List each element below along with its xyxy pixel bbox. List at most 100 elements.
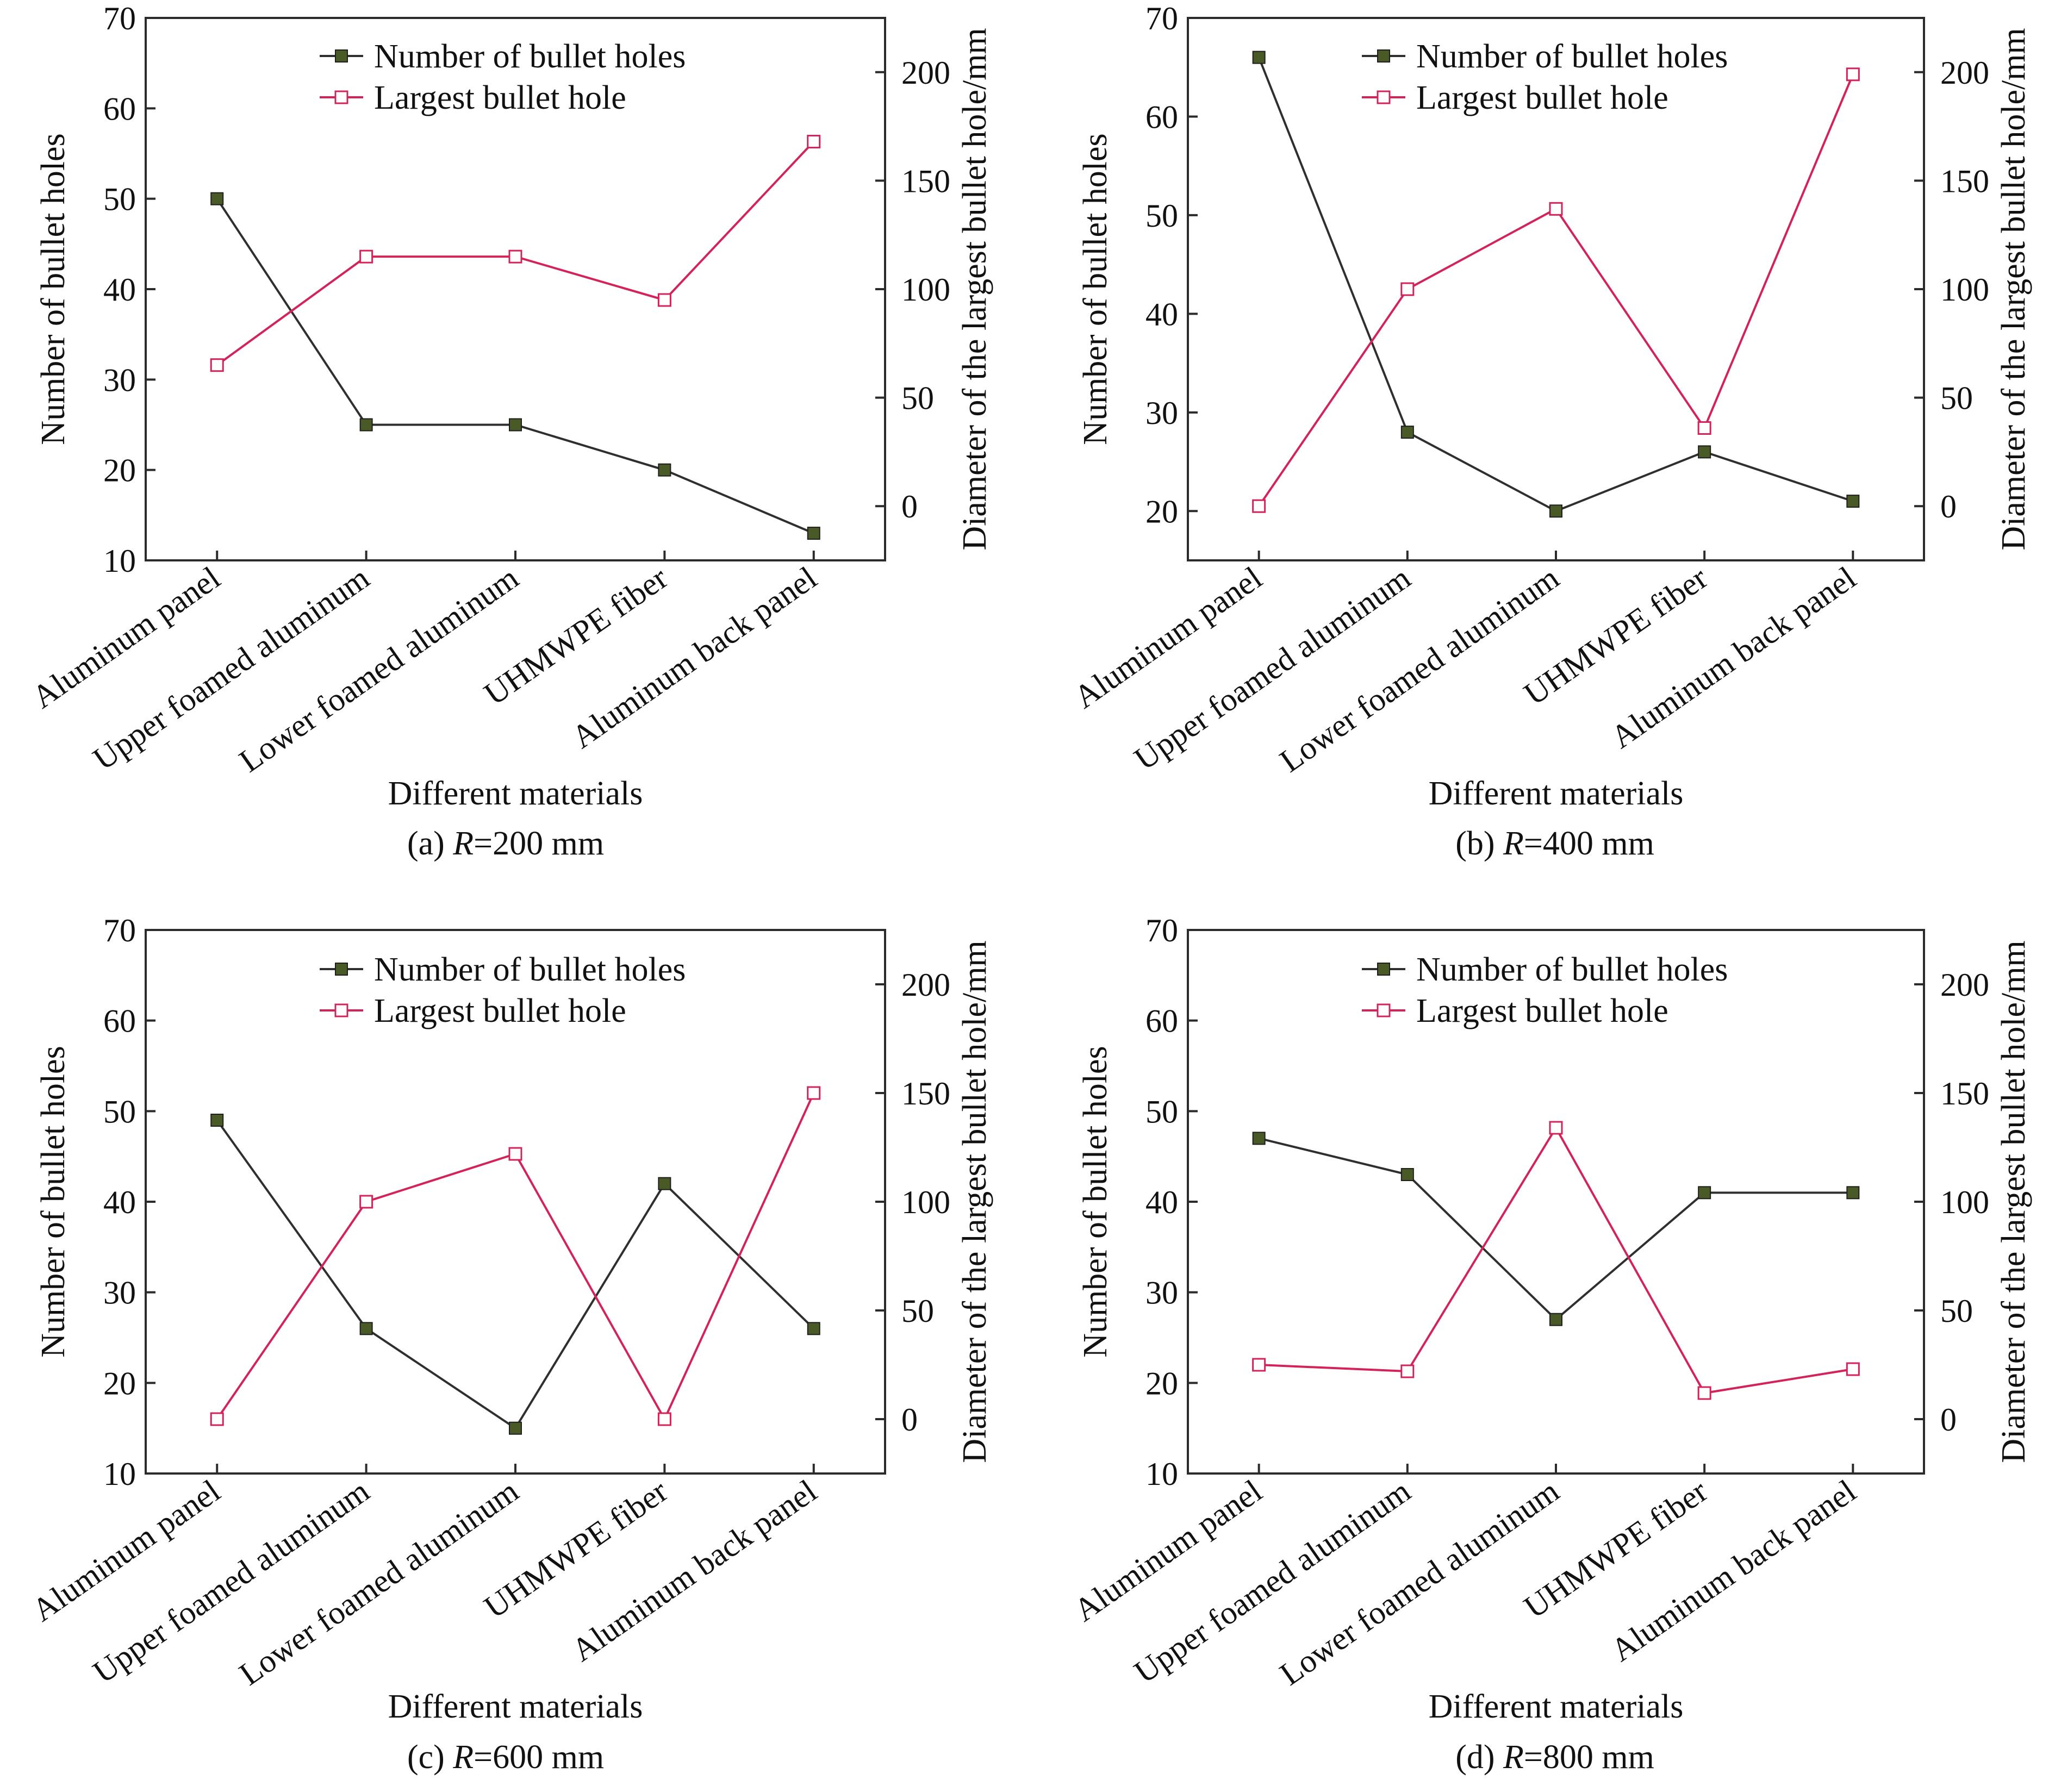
data-point-number-of-bullet-holes <box>509 1421 522 1435</box>
caption-variable: R <box>1503 825 1524 862</box>
right-tick-label: 50 <box>901 1293 934 1329</box>
caption-suffix: =600 mm <box>474 1739 604 1776</box>
right-tick-label: 200 <box>1940 55 1989 91</box>
legend-marker-largest-bullet-hole <box>334 90 348 104</box>
data-point-largest-bullet-hole <box>657 1412 671 1426</box>
right-tick-label: 100 <box>1940 1184 1989 1220</box>
data-point-number-of-bullet-holes <box>1252 1132 1266 1145</box>
right-tick-label: 150 <box>1940 1076 1989 1112</box>
left-tick-label: 60 <box>103 1003 136 1039</box>
legend-marker-number-of-bullet-holes <box>1377 49 1390 63</box>
data-point-number-of-bullet-holes <box>807 527 820 540</box>
legend-label-number-of-bullet-holes: Number of bullet holes <box>374 38 686 75</box>
right-tick-label: 200 <box>901 55 950 91</box>
data-point-largest-bullet-hole <box>807 1086 821 1100</box>
data-point-largest-bullet-hole <box>210 1412 224 1426</box>
data-point-largest-bullet-hole <box>359 1195 373 1209</box>
right-tick-label: 100 <box>1940 272 1989 308</box>
left-tick-label: 40 <box>103 1184 136 1220</box>
data-point-number-of-bullet-holes <box>1400 426 1414 439</box>
right-axis-title: Diameter of the largest bullet hole/mm <box>1995 28 2032 550</box>
panel-caption: (b) R=400 mm <box>1455 825 1654 862</box>
right-tick-label: 100 <box>901 1184 950 1220</box>
right-tick-label: 0 <box>1940 1402 1957 1438</box>
data-point-largest-bullet-hole <box>1846 67 1860 82</box>
left-tick-label: 50 <box>103 1094 136 1129</box>
left-tick-label: 70 <box>1145 913 1178 948</box>
x-category-label: Lower foamed aluminum <box>1273 1473 1565 1693</box>
data-point-largest-bullet-hole <box>1549 202 1563 216</box>
data-point-largest-bullet-hole <box>359 249 373 264</box>
data-point-largest-bullet-hole <box>508 249 522 264</box>
legend: Number of bullet holes Largest bullet hol… <box>320 951 686 1029</box>
data-point-largest-bullet-hole <box>1400 1364 1415 1378</box>
series-line-number-of-bullet-holes <box>216 198 814 534</box>
left-axis-title: Number of bullet holes <box>1077 133 1114 445</box>
caption-suffix: =800 mm <box>1524 1739 1654 1776</box>
data-point-largest-bullet-hole <box>508 1147 522 1161</box>
legend-label-largest-bullet-hole: Largest bullet hole <box>1416 992 1668 1029</box>
x-axis-title: Different materials <box>388 1688 643 1725</box>
series-line-number-of-bullet-holes <box>216 1119 815 1430</box>
legend-label-number-of-bullet-holes: Number of bullet holes <box>1416 38 1728 75</box>
data-point-number-of-bullet-holes <box>1549 504 1562 518</box>
legend-marker-number-of-bullet-holes <box>335 963 348 976</box>
left-tick-label: 20 <box>1145 494 1178 529</box>
x-category-label: Upper foamed aluminum <box>86 1473 376 1690</box>
legend-label-largest-bullet-hole: Largest bullet hole <box>374 992 626 1029</box>
caption-prefix: (b) <box>1455 825 1503 862</box>
right-tick-label: 0 <box>1940 489 1957 525</box>
legend: Number of bullet holes Largest bullet hol… <box>320 38 686 116</box>
data-point-number-of-bullet-holes <box>1549 1313 1562 1326</box>
x-axis-title: Different materials <box>388 775 643 812</box>
x-category-label: Upper foamed aluminum <box>1128 1473 1417 1690</box>
data-point-largest-bullet-hole <box>1697 421 1711 435</box>
left-tick-label: 50 <box>1145 1094 1178 1129</box>
left-tick-label: 40 <box>1145 296 1178 332</box>
left-tick-label: 70 <box>1145 1 1178 36</box>
caption-prefix: (a) <box>407 825 453 862</box>
data-point-largest-bullet-hole <box>807 135 821 149</box>
data-point-number-of-bullet-holes <box>658 1177 671 1190</box>
left-tick-label: 10 <box>103 543 136 579</box>
left-tick-label: 30 <box>103 362 136 398</box>
data-point-largest-bullet-hole <box>1846 1362 1860 1376</box>
series-line-number-of-bullet-holes <box>1259 1137 1853 1321</box>
left-tick-label: 60 <box>1145 1003 1178 1039</box>
caption-variable: R <box>1503 1739 1524 1776</box>
right-tick-label: 100 <box>901 272 950 308</box>
caption-suffix: =400 mm <box>1524 825 1654 862</box>
caption-prefix: (c) <box>407 1739 453 1776</box>
data-point-largest-bullet-hole <box>657 293 671 307</box>
x-category-label: Lower foamed aluminum <box>233 560 525 779</box>
legend-marker-number-of-bullet-holes <box>1377 963 1390 976</box>
right-tick-label: 200 <box>901 967 950 1003</box>
left-tick-label: 20 <box>103 1365 136 1401</box>
data-point-number-of-bullet-holes <box>1846 1186 1860 1200</box>
right-tick-label: 50 <box>1940 380 1973 416</box>
right-tick-label: 50 <box>901 380 934 416</box>
right-tick-label: 150 <box>1940 163 1989 199</box>
legend-label-number-of-bullet-holes: Number of bullet holes <box>1416 951 1728 988</box>
legend: Number of bullet holes Largest bullet hol… <box>1362 38 1728 116</box>
right-tick-label: 200 <box>1940 967 1989 1003</box>
x-category-label: Aluminum back panel <box>565 1473 824 1669</box>
panel-caption: (a) R=200 mm <box>407 825 604 862</box>
panel-caption: (d) R=800 mm <box>1455 1739 1654 1776</box>
left-axis-title: Number of bullet holes <box>35 1046 72 1357</box>
right-tick-label: 50 <box>1940 1293 1973 1329</box>
legend: Number of bullet holes Largest bullet hol… <box>1362 951 1728 1029</box>
left-tick-label: 30 <box>1145 1275 1178 1311</box>
x-category-label: Aluminum back panel <box>565 560 824 755</box>
data-point-largest-bullet-hole <box>1549 1121 1563 1135</box>
left-tick-label: 20 <box>1145 1365 1178 1401</box>
left-tick-label: 20 <box>103 453 136 489</box>
data-point-number-of-bullet-holes <box>1698 1186 1711 1200</box>
x-category-label: Upper foamed aluminum <box>1128 560 1417 777</box>
left-axis-title: Number of bullet holes <box>35 133 72 445</box>
caption-prefix: (d) <box>1455 1739 1503 1776</box>
